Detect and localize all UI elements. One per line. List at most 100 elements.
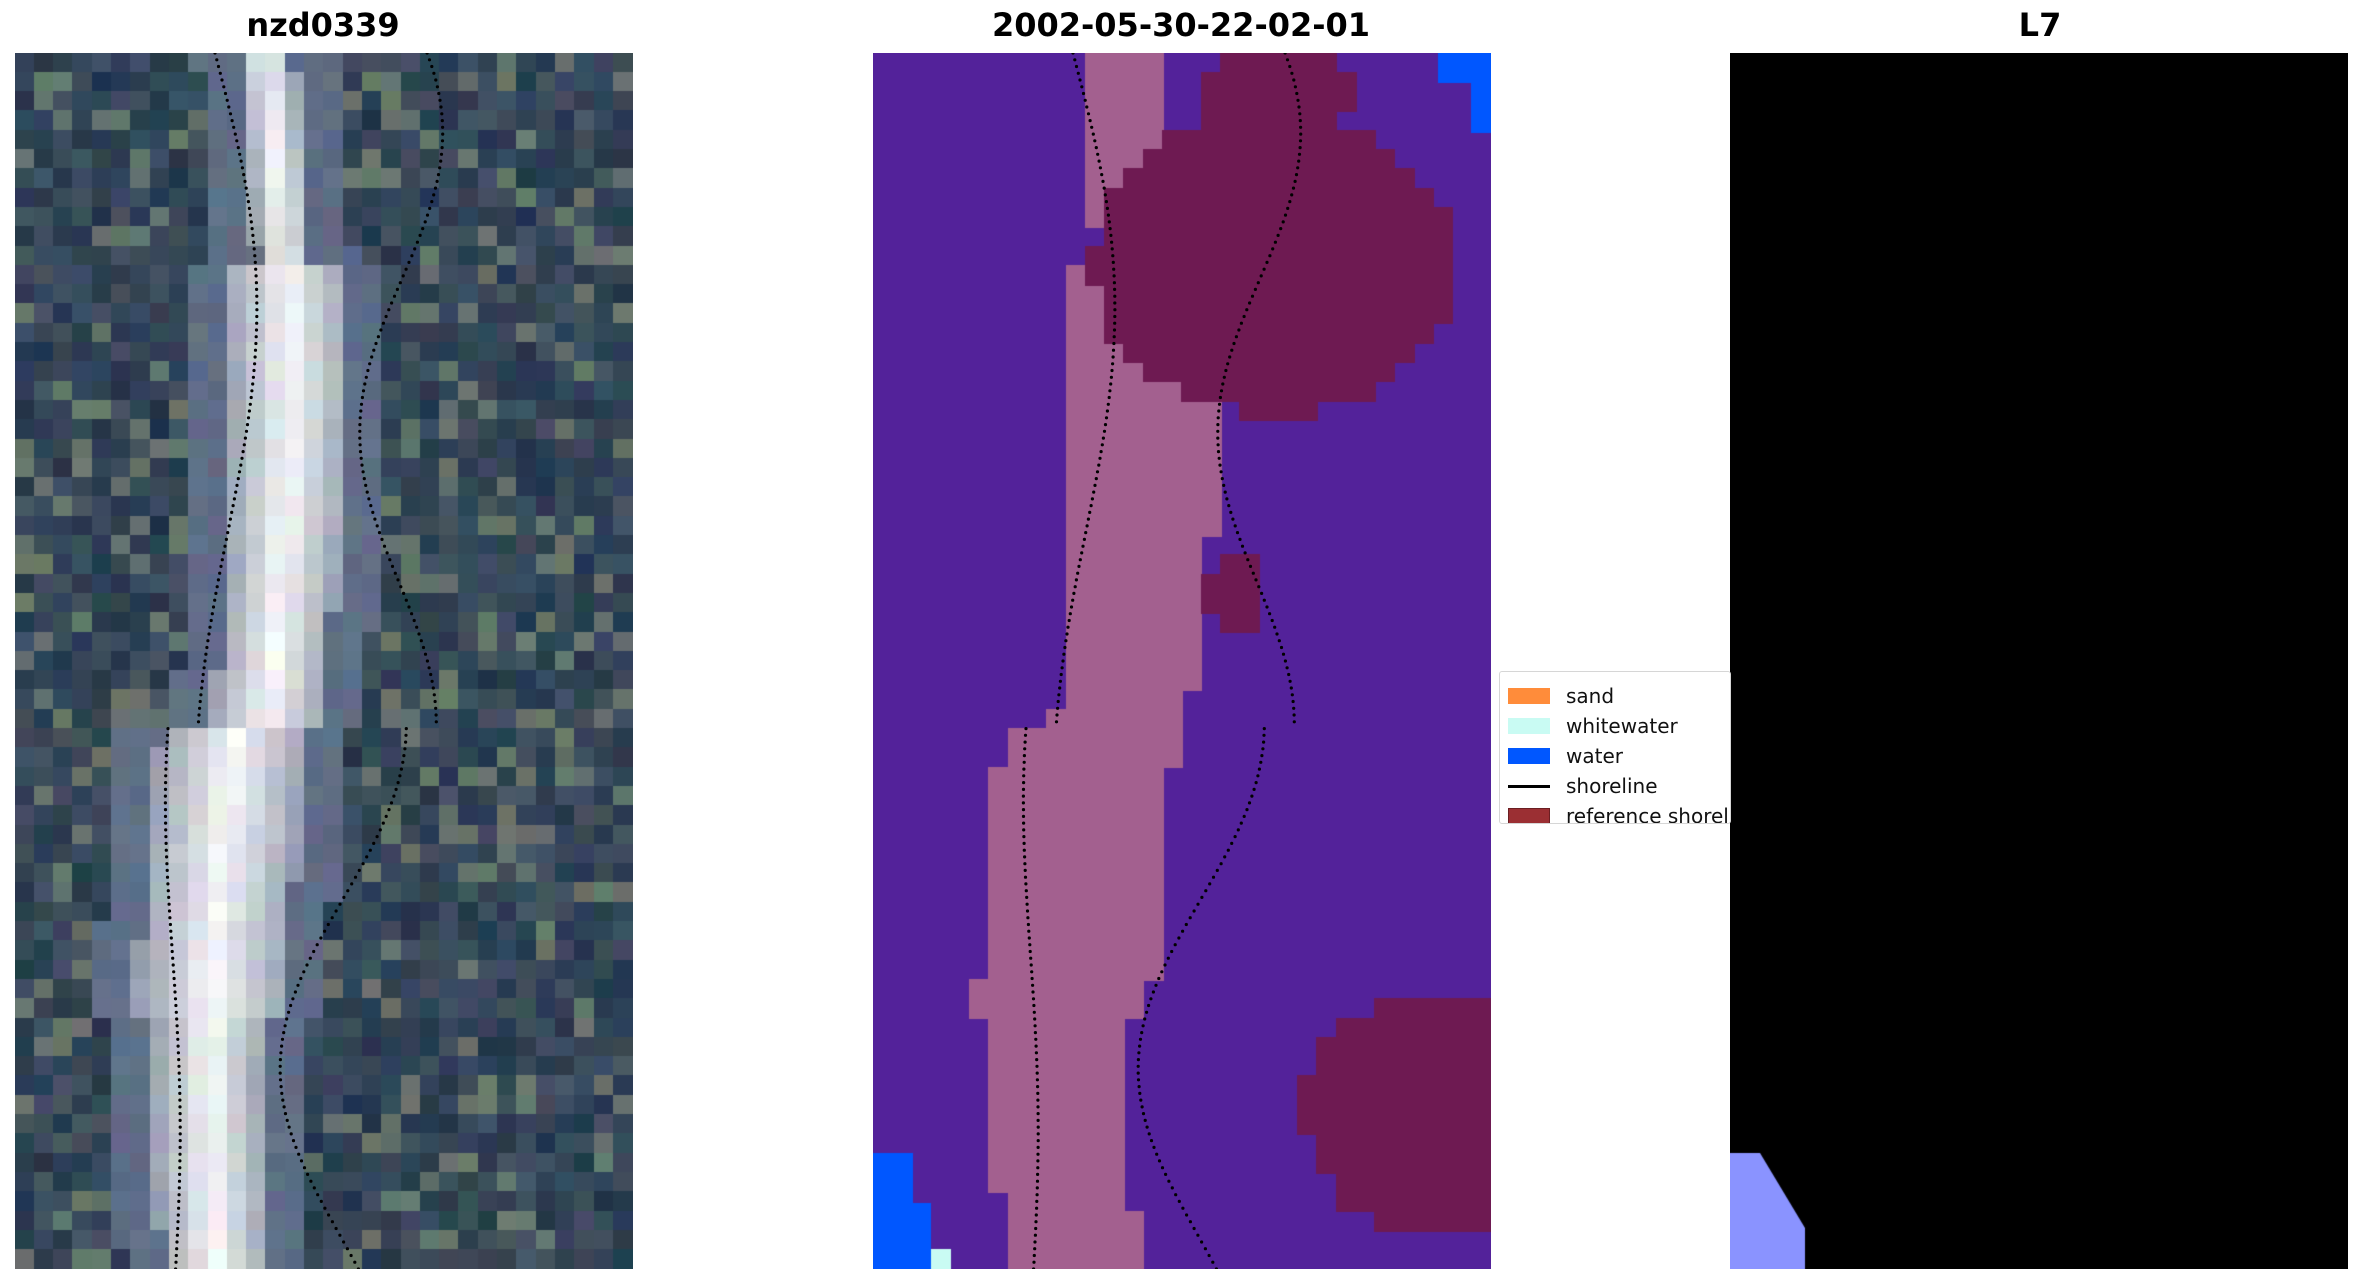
shoreline-dot <box>1035 1193 1039 1197</box>
shoreline-dot <box>227 105 231 109</box>
shoreline-dot <box>2154 152 2159 156</box>
shoreline-dot <box>1957 173 1961 177</box>
shoreline-dot <box>1893 1105 1897 1109</box>
shoreline-dot <box>1242 314 1246 319</box>
shoreline-dot <box>1961 416 1966 420</box>
shoreline-dot <box>1893 1112 1897 1116</box>
shoreline-dot <box>2117 591 2121 596</box>
shoreline-dot <box>2119 740 2123 744</box>
shoreline-dot <box>1035 1064 1039 1068</box>
shoreline-dot <box>1953 152 1957 156</box>
shoreline-dot <box>1922 632 1926 636</box>
shoreline-dot <box>1081 91 1086 96</box>
shoreline-dot <box>1224 368 1228 373</box>
shoreline-dot <box>174 1003 178 1008</box>
shoreline-dot <box>177 1179 182 1183</box>
shoreline-dot <box>2038 1206 2042 1210</box>
shoreline-dot <box>1966 382 1970 386</box>
shoreline-dot <box>334 909 338 913</box>
shoreline-dot <box>1885 949 1889 954</box>
shoreline-dot <box>407 605 411 609</box>
shoreline-dot <box>299 1159 304 1163</box>
shoreline-dot <box>2122 260 2126 264</box>
shoreline-dot <box>396 781 400 785</box>
shoreline-dot <box>1112 328 1117 332</box>
shoreline-dot <box>392 794 396 798</box>
shoreline-dot <box>2096 321 2100 325</box>
shoreline-dot <box>1925 612 1929 616</box>
shoreline-dot <box>2152 91 2156 96</box>
shoreline-dot <box>2105 301 2109 305</box>
shoreline-dot <box>1238 537 1242 541</box>
shoreline-dot <box>407 260 411 264</box>
shoreline-dot <box>223 544 227 548</box>
shoreline-dot <box>404 267 408 271</box>
shoreline-dot <box>1966 375 1970 379</box>
shoreline-dot <box>1968 355 1972 359</box>
shoreline-dot <box>1036 1105 1040 1109</box>
shoreline-dot <box>2119 598 2123 602</box>
shoreline-dot <box>1177 936 1181 940</box>
shoreline-dot <box>1174 1193 1178 1197</box>
shoreline-dot <box>231 504 235 508</box>
shoreline-dot <box>1056 699 1060 704</box>
shoreline-dot <box>1892 1179 1897 1183</box>
shoreline-dot <box>1292 720 1296 724</box>
shoreline-dot <box>296 983 300 987</box>
shoreline-dot <box>402 591 406 596</box>
shoreline-dot <box>431 686 435 690</box>
shoreline-dot <box>2000 1017 2004 1021</box>
shoreline-dot <box>1089 504 1093 508</box>
shoreline-dot <box>2117 754 2121 758</box>
shoreline-dot <box>1913 699 1917 704</box>
shoreline-dot <box>209 618 213 623</box>
shoreline-dot <box>396 578 400 582</box>
shoreline-dot <box>164 774 168 778</box>
shoreline-dot <box>171 963 175 967</box>
shoreline-dot <box>2073 436 2077 440</box>
shoreline-dot <box>178 1118 182 1122</box>
shoreline-dot <box>338 902 342 906</box>
shoreline-dot <box>287 1125 291 1129</box>
shoreline-dot <box>1938 544 1942 548</box>
shoreline-dot <box>1111 254 1115 258</box>
shoreline-dot <box>169 929 173 933</box>
shoreline-dot <box>163 801 167 805</box>
shoreline-dot <box>413 247 417 251</box>
shoreline-dot <box>1882 902 1886 906</box>
shoreline-dot <box>2148 699 2152 704</box>
shoreline-dot <box>308 956 312 960</box>
shoreline-dot <box>1112 267 1116 271</box>
shoreline-dot <box>1030 976 1034 981</box>
shoreline-dot <box>1262 740 1266 744</box>
shoreline-dot <box>392 294 397 298</box>
shoreline-dot <box>2090 835 2094 839</box>
shoreline-dot <box>1106 213 1110 217</box>
shoreline-dot <box>1957 443 1961 447</box>
shoreline-dot <box>1890 1017 1894 1021</box>
shoreline-dot <box>1147 1132 1151 1136</box>
shoreline-dot <box>1881 882 1885 886</box>
shoreline-dot <box>1921 639 1925 643</box>
shoreline-dot <box>1240 544 1245 548</box>
shoreline-dot <box>1137 1051 1141 1055</box>
shoreline-dot <box>174 1253 178 1258</box>
shoreline-dot <box>1893 1125 1897 1129</box>
shoreline-dot <box>1290 71 1294 75</box>
shoreline-dot <box>2110 287 2114 291</box>
shoreline-dot <box>1880 862 1884 866</box>
shoreline-dot <box>342 1240 346 1244</box>
shoreline-dot <box>2107 294 2112 298</box>
shoreline-dot <box>230 119 234 123</box>
shoreline-dot <box>2049 1226 2053 1231</box>
shoreline-dot <box>353 875 358 879</box>
shoreline-dot <box>2113 774 2117 778</box>
shoreline-dot <box>2076 389 2081 393</box>
shoreline-dot <box>1223 490 1227 494</box>
shoreline-dot <box>1281 652 1286 656</box>
shoreline-dot <box>2091 335 2095 339</box>
shoreline-dot <box>1879 848 1883 852</box>
shoreline-dot <box>2128 247 2132 251</box>
shoreline-dot <box>1889 1003 1893 1008</box>
shoreline-dot <box>2107 794 2111 798</box>
